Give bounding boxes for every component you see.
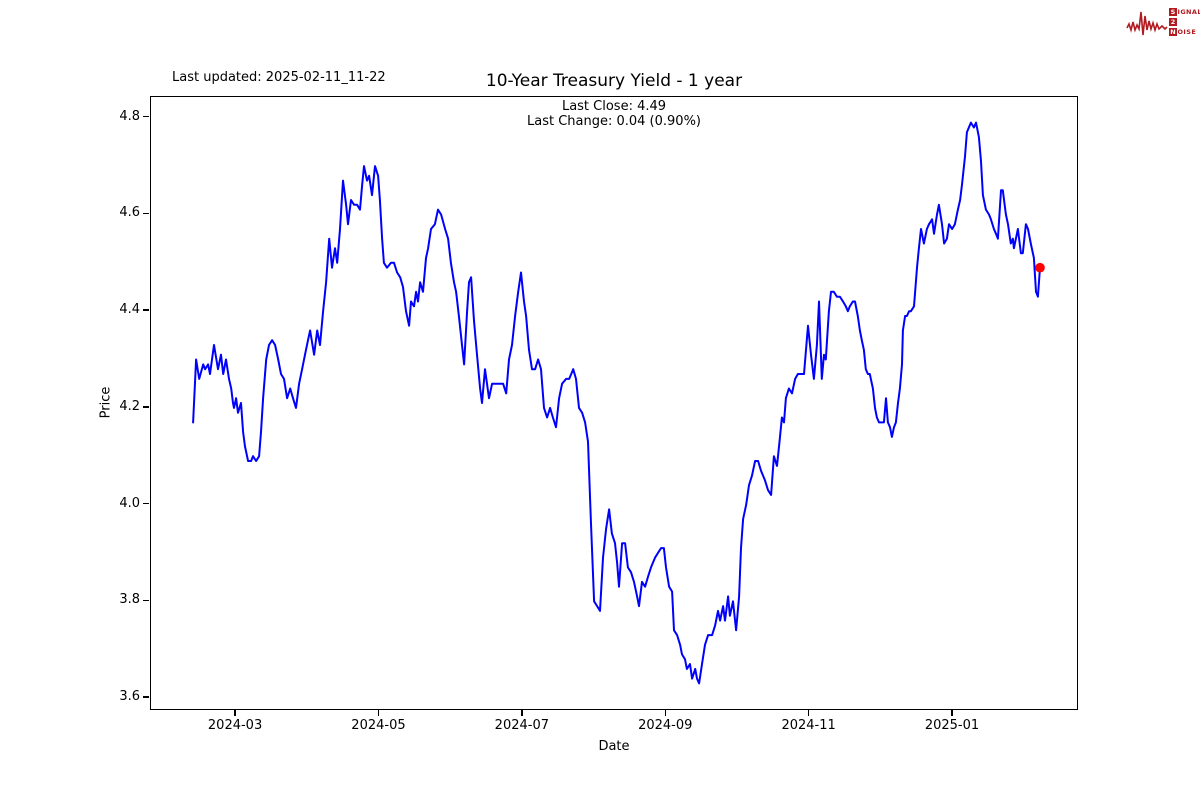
x-axis-label: Date — [598, 739, 630, 754]
y-tick-mark — [143, 696, 149, 698]
x-tick-mark — [377, 710, 380, 716]
y-tick-label: 4.8 — [119, 108, 140, 124]
y-tick-label: 4.4 — [119, 302, 140, 318]
y-tick-label: 4.2 — [119, 398, 140, 414]
plot-area — [150, 96, 1078, 710]
x-tick-label: 2024-09 — [638, 718, 693, 733]
logo-word-signal: IGNAL — [1177, 8, 1200, 16]
x-tick-label: 2024-07 — [494, 718, 549, 733]
price-series-line — [192, 121, 1041, 685]
x-tick-label: 2024-03 — [207, 718, 263, 733]
ecg-waveform-icon — [1126, 11, 1168, 36]
y-tick-mark — [143, 309, 149, 311]
logo-word-noise: OISE — [1177, 28, 1197, 36]
x-tick-mark — [807, 710, 810, 716]
y-tick-mark — [143, 212, 149, 215]
y-tick-mark — [143, 502, 149, 505]
x-tick-label: 2024-11 — [781, 718, 836, 733]
last-close-text: Last Close: 4.49 — [561, 99, 667, 114]
x-tick-mark — [664, 710, 666, 716]
x-tick-label: 2025-01 — [924, 718, 980, 733]
x-tick-mark — [521, 710, 523, 716]
x-tick-mark — [234, 710, 236, 716]
y-tick-mark — [143, 406, 149, 408]
logo-box-n: N — [1169, 28, 1177, 36]
y-tick-mark — [143, 116, 149, 118]
x-tick-mark — [951, 710, 953, 716]
signal2noise-logo: S IGNAL 2 N OISE — [1126, 8, 1200, 36]
price-series-plot — [192, 121, 1045, 685]
y-tick-label: 3.8 — [119, 592, 140, 608]
y-tick-label: 4.0 — [119, 495, 140, 511]
logo-text: S IGNAL 2 N OISE — [1169, 8, 1200, 36]
last-change-text: Last Change: 0.04 (0.90%) — [526, 114, 701, 129]
y-tick-mark — [143, 599, 149, 601]
last-updated-text: Last updated: 2025-02-11_11-22 — [172, 70, 386, 85]
x-tick-label: 2024-05 — [351, 718, 406, 733]
last-close-marker — [1035, 262, 1045, 273]
y-tick-label: 4.6 — [119, 205, 140, 221]
logo-box-s: S — [1169, 8, 1177, 16]
logo-box-2: 2 — [1169, 18, 1177, 26]
chart-title: 10-Year Treasury Yield - 1 year — [485, 71, 743, 91]
y-tick-label: 3.6 — [119, 688, 140, 704]
